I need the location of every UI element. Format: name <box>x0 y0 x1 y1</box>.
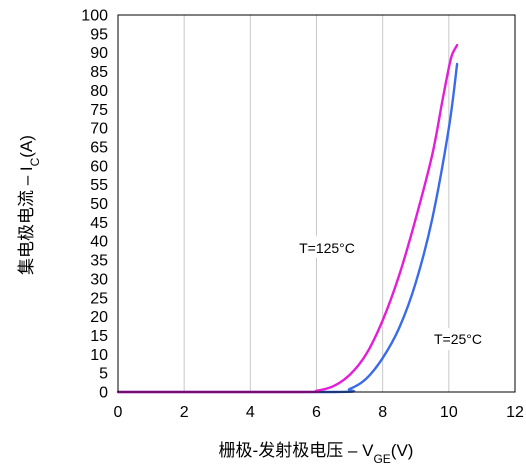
x-axis-label: 栅极-发射极电压 – VGE(V) <box>219 441 414 466</box>
x-tick-label-2: 2 <box>180 404 189 421</box>
y-tick-label-20: 20 <box>90 309 108 326</box>
series-line-0 <box>116 43 459 394</box>
y-tick-label-50: 50 <box>90 196 108 213</box>
y-tick-label-65: 65 <box>90 139 108 156</box>
y-axis-label: 集电极电流 – IC(A) <box>17 135 42 275</box>
y-tick-label-75: 75 <box>90 102 108 119</box>
plot-frame <box>117 14 516 393</box>
y-tick-label-55: 55 <box>90 177 108 194</box>
x-tick-label-4: 4 <box>246 404 255 421</box>
y-tick-label-40: 40 <box>90 234 108 251</box>
y-tick-label-90: 90 <box>90 45 108 62</box>
annotation-t25-background <box>420 328 496 350</box>
annotation-t125-label: T=125°C <box>299 240 355 256</box>
y-axis-label-subscript: C <box>28 157 42 166</box>
annotation-t125: T=125°C <box>284 236 370 258</box>
x-tick-label-10: 10 <box>440 404 458 421</box>
y-axis-label-unit: (A) <box>17 135 36 158</box>
y-tick-label-5: 5 <box>99 366 108 383</box>
y-tick-label-85: 85 <box>90 64 108 81</box>
x-tick-label-0: 0 <box>114 404 123 421</box>
annotation-t125-background <box>284 236 370 258</box>
y-axis-label-main: 集电极电流 – I <box>17 166 36 275</box>
y-tick-label-30: 30 <box>90 271 108 288</box>
annotation-t25: T=25°C <box>420 328 496 350</box>
x-tick-label-6: 6 <box>312 404 321 421</box>
y-tick-label-0: 0 <box>99 385 108 402</box>
y-tick-label-35: 35 <box>90 253 108 270</box>
y-tick-label-10: 10 <box>90 347 108 364</box>
y-tick-label-15: 15 <box>90 328 108 345</box>
y-tick-label-80: 80 <box>90 83 108 100</box>
x-tick-label-12: 12 <box>506 404 524 421</box>
x-axis-label-unit: (V) <box>391 441 414 460</box>
x-axis-label-main: 栅极-发射极电压 – V <box>219 441 375 460</box>
y-tick-label-25: 25 <box>90 290 108 307</box>
y-tick-label-45: 45 <box>90 215 108 232</box>
x-tick-label-8: 8 <box>378 404 387 421</box>
y-tick-label-95: 95 <box>90 26 108 43</box>
annotation-t25-label: T=25°C <box>434 331 482 347</box>
grid-lines <box>183 15 450 392</box>
y-tick-label-70: 70 <box>90 121 108 138</box>
x-tick-labels: 0 2 4 6 8 10 12 <box>114 404 524 421</box>
x-axis-label-subscript: GE <box>373 452 390 466</box>
y-tick-label-100: 100 <box>81 8 108 25</box>
y-tick-label-60: 60 <box>90 158 108 175</box>
